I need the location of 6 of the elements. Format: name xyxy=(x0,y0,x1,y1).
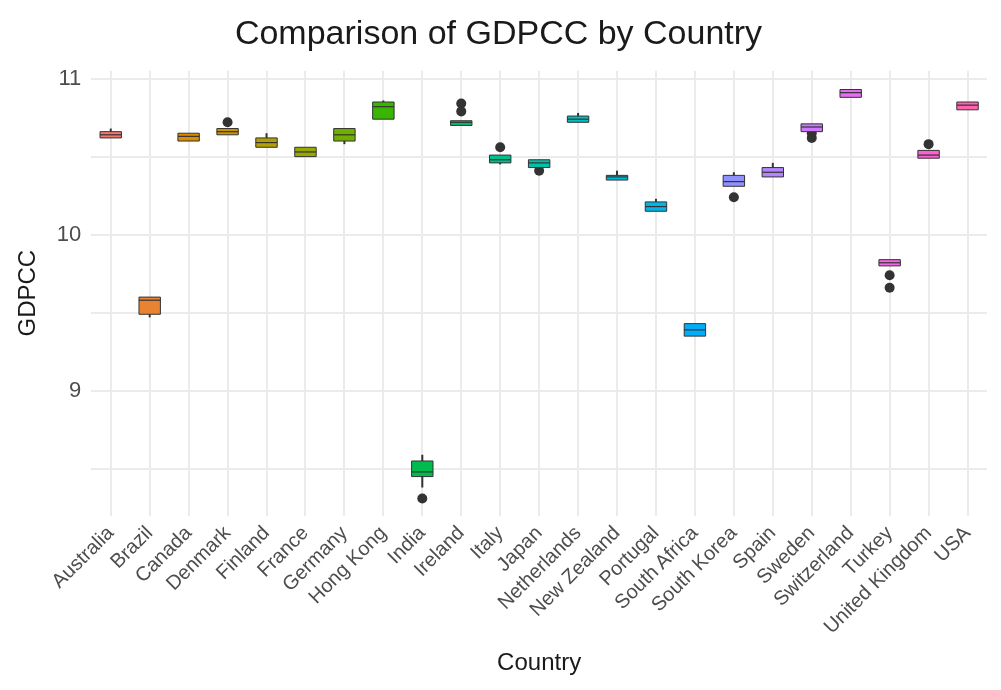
y-tick-label: 10 xyxy=(56,220,82,246)
y-axis-title: GDPCC xyxy=(13,249,41,337)
x-axis-title: Country xyxy=(497,648,582,676)
chart-title: Comparison of GDPCC by Country xyxy=(234,12,763,51)
y-tick-label: 11 xyxy=(58,64,82,90)
y-tick-label: 9 xyxy=(69,376,82,402)
